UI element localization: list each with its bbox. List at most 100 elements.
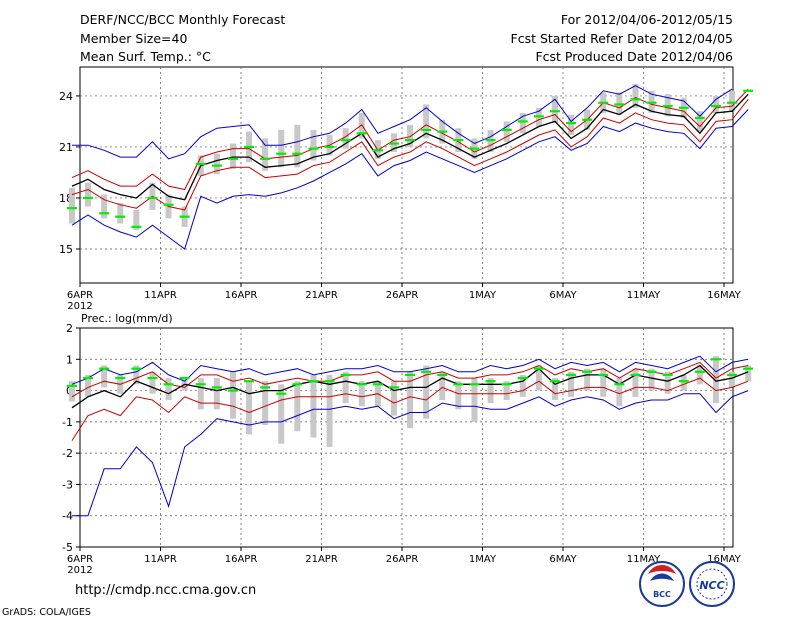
temp-xtick-label: 1MAY [469, 290, 497, 301]
precip-year-label: 2012 [67, 565, 92, 576]
temp-xtick-label: 11APR [144, 290, 177, 301]
precip-panel-frame [79, 327, 734, 548]
temp-xtick-label: 6APR [67, 290, 93, 301]
precip-spread-box [745, 365, 752, 382]
precip-ytick-label: -3 [62, 478, 73, 491]
temp-xtick-label: 6MAY [549, 290, 577, 301]
temp-spread-box [423, 104, 430, 139]
precip-spread-box [262, 381, 269, 425]
header-variable: Mean Surf. Temp.: °C [80, 49, 211, 64]
precip-spread-box [326, 374, 333, 447]
temp-spread-box [632, 84, 639, 108]
footer-url[interactable]: http://cmdp.ncc.cma.gov.cn [75, 583, 256, 598]
temp-spread-box [278, 129, 285, 168]
precip-spread-box [342, 371, 349, 404]
temp-line-ensemble-min [71, 109, 749, 250]
temp-xtick-label: 21APR [305, 290, 338, 301]
temp-ytick-label: 15 [59, 243, 73, 256]
precip-line-mean-sigma [71, 361, 749, 398]
precip-spread-box [712, 356, 719, 404]
precip-spread-box [294, 381, 301, 432]
ncc-logo: NCC [689, 561, 735, 607]
precip-ytick-label: 1 [66, 353, 73, 366]
temp-spread-box [407, 124, 414, 147]
temp-line-mean-sigma [71, 88, 749, 191]
precip-xtick-label: 21APR [305, 554, 338, 565]
precip-spread-box [519, 374, 526, 397]
precip-spread-box [85, 374, 92, 397]
bcc-logo-ring [639, 561, 685, 607]
footer-credit: GrADS: COLA/IGES [2, 607, 91, 618]
temp-ytick-label: 24 [59, 90, 73, 103]
temp-spread-box [117, 203, 124, 224]
precip-spread-box [407, 371, 414, 429]
temp-spread-box [294, 124, 301, 168]
precip-spread-box [423, 365, 430, 419]
precip-ytick-label: -2 [62, 447, 73, 460]
precip-spread-box [535, 365, 542, 391]
precip-spread-box [632, 368, 639, 397]
temp-spread-box [729, 90, 736, 112]
temp-spread-box [229, 143, 236, 170]
temp-xtick-label: 16APR [225, 290, 258, 301]
precip-spread-box [101, 365, 108, 388]
header-start-date: Fcst Started Refer Date 2012/04/05 [511, 31, 734, 46]
header-produced-date: Fcst Produced Date 2012/04/06 [535, 49, 733, 64]
precip-spread-box [246, 381, 253, 435]
precip-spread-box [471, 378, 478, 422]
precip-xtick-label: 26APR [386, 554, 419, 565]
bcc-logo-swoosh [648, 565, 676, 574]
precip-panel: 6APR 11APR 16APR 21APR 26APR 1MAY 6MAY 11MAY 16M… [62, 322, 754, 576]
ncc-logo-inner-ring [696, 568, 728, 600]
precip-spread-box [358, 381, 365, 407]
precip-spread-box [551, 378, 558, 400]
temp-spread-box [568, 114, 575, 136]
temp-xtick-label: 26APR [386, 290, 419, 301]
precip-xtick-label: 1MAY [469, 554, 497, 565]
precip-spread-box [487, 378, 494, 404]
precip-spread-box [648, 368, 655, 391]
bcc-logo-text: BCC [653, 590, 671, 599]
precip-spread-box [439, 371, 446, 400]
precip-line-ensemble-min [72, 390, 749, 517]
header-member-size: Member Size=40 [80, 31, 187, 46]
temp-xtick-label: 11MAY [627, 290, 661, 301]
bcc-logo-swoosh-2 [650, 573, 674, 581]
precip-line-mean-sigma [71, 377, 749, 441]
precip-xtick-label: 16MAY [707, 554, 741, 565]
header-period: For 2012/04/06-2012/05/15 [561, 12, 733, 27]
temp-spread-box [213, 153, 220, 175]
precip-ytick-label: 2 [66, 322, 73, 335]
temp-year-label: 2012 [67, 301, 92, 312]
temp-spread-box [696, 111, 703, 132]
temp-spread-box [310, 129, 317, 161]
temp-spread-box [85, 182, 92, 207]
temp-spread-box [712, 95, 719, 113]
precip-spread-box [133, 365, 140, 385]
temp-panel: 6APR 11APR 16APR 21APR 26APR 1MAY 6MAY 11MAY 16M… [59, 67, 754, 312]
precip-xtick-label: 16APR [225, 554, 258, 565]
precip-spread-box [680, 374, 687, 391]
precip-ytick-label: -4 [62, 510, 73, 523]
precip-spread-box [165, 378, 172, 400]
temp-spread-box [519, 112, 526, 134]
temp-spread-box [133, 209, 140, 231]
precip-line-ensemble-max [71, 355, 749, 385]
precip-spread-box [68, 381, 75, 402]
precip-xtick-label: 6APR [67, 554, 93, 565]
precip-spread-box [149, 371, 156, 394]
precip-xtick-label: 11MAY [627, 554, 661, 565]
precip-spread-box [310, 374, 317, 438]
temp-spread-box [342, 128, 349, 149]
precip-spread-box [664, 371, 671, 394]
temp-ytick-label: 21 [59, 141, 73, 154]
precip-ytick-label: -1 [62, 416, 73, 429]
temp-line-ensemble-max [72, 85, 733, 160]
temp-spread-box [262, 138, 269, 171]
precip-spread-box [600, 368, 607, 397]
precip-xtick-label: 11APR [144, 554, 177, 565]
bcc-logo: BCC [639, 561, 685, 607]
temp-line-mean-sigma [71, 98, 749, 211]
